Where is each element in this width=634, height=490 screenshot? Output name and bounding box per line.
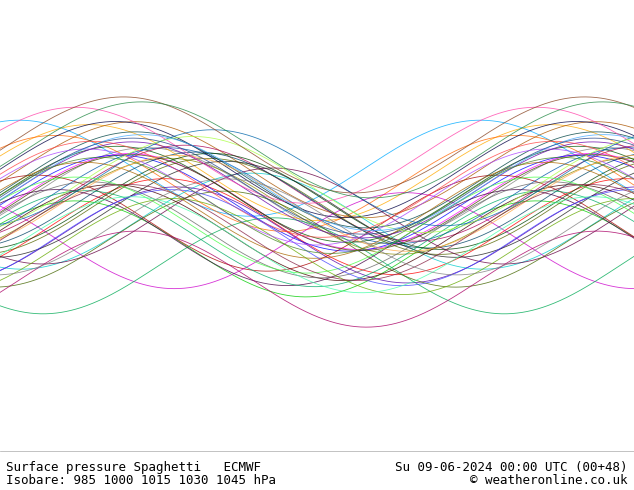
Text: Isobare: 985 1000 1015 1030 1045 hPa: Isobare: 985 1000 1015 1030 1045 hPa: [6, 474, 276, 487]
Text: © weatheronline.co.uk: © weatheronline.co.uk: [470, 474, 628, 487]
Text: Su 09-06-2024 00:00 UTC (00+48): Su 09-06-2024 00:00 UTC (00+48): [395, 461, 628, 474]
Text: Surface pressure Spaghetti   ECMWF: Surface pressure Spaghetti ECMWF: [6, 461, 261, 474]
